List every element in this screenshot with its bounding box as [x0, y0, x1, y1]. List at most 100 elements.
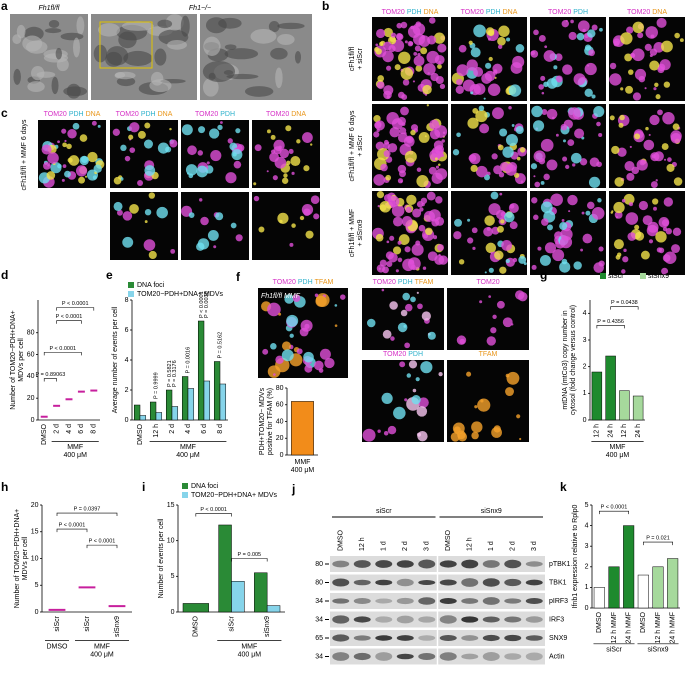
organelle	[386, 240, 390, 244]
organelle	[181, 124, 193, 136]
organelle	[622, 256, 629, 263]
organelle	[648, 239, 654, 244]
y-tick-label: 3	[583, 337, 587, 344]
organelle	[426, 104, 429, 107]
em-structure	[106, 46, 129, 66]
panel-header: TOM20 PDH DNA	[44, 111, 101, 118]
organelle	[397, 178, 404, 184]
organelle	[649, 114, 660, 126]
organelle	[170, 248, 176, 254]
organelle	[310, 195, 320, 205]
organelle	[561, 219, 565, 222]
organelle	[334, 324, 338, 327]
organelle	[416, 291, 419, 294]
organelle	[207, 229, 219, 241]
panel-header: TOM20 PDH TFAM	[273, 279, 334, 286]
organelle	[78, 176, 85, 184]
protein-label: Actin	[549, 653, 565, 660]
blot-band	[353, 635, 371, 641]
group-label: siSnx9	[647, 647, 668, 654]
bar	[218, 524, 232, 613]
organelle	[303, 165, 310, 172]
organelle	[303, 351, 314, 363]
blot-band	[332, 652, 350, 661]
organelle	[377, 429, 381, 433]
organelle	[390, 32, 397, 38]
header-word: TOM20	[195, 111, 218, 118]
legend-label: TOM20−PDH+DNA+ MDVs	[191, 492, 278, 499]
organelle	[379, 259, 387, 267]
organelle	[394, 64, 401, 71]
blot-band	[482, 578, 500, 587]
x-tick-label: 6 d	[201, 424, 208, 434]
organelle	[281, 349, 294, 362]
organelle	[426, 191, 436, 201]
organelle	[220, 121, 223, 124]
organelle	[532, 120, 545, 132]
organelle	[491, 427, 502, 438]
organelle	[593, 106, 605, 118]
em-structure	[277, 33, 295, 46]
x-tick-label: 12 h MMF	[611, 612, 618, 644]
organelle	[273, 139, 285, 152]
y-tick-label: 10	[31, 555, 39, 562]
organelle	[267, 365, 281, 378]
y-tick-label: 20	[31, 502, 39, 509]
panel-header: TOM20	[476, 279, 499, 286]
lane-label: 1 d	[381, 541, 388, 551]
organelle	[588, 49, 595, 57]
organelle	[277, 212, 289, 224]
panel-header: TOM20 PDH DNA	[116, 111, 173, 118]
organelle	[458, 44, 467, 53]
organelle	[415, 65, 423, 72]
organelle	[129, 147, 136, 153]
protein-label: pTBK1	[549, 561, 571, 568]
x-tick-label: siScr	[228, 615, 235, 631]
organelle	[315, 295, 327, 307]
organelle	[435, 150, 440, 154]
organelle	[584, 62, 597, 76]
organelle	[305, 230, 314, 239]
organelle	[188, 212, 195, 218]
organelle	[253, 182, 257, 186]
organelle	[381, 392, 393, 405]
organelle	[404, 398, 408, 402]
em-structure	[121, 21, 154, 31]
legend-label: siSnx9	[648, 273, 669, 280]
bar	[591, 371, 603, 421]
organelle	[473, 66, 484, 77]
legend-swatch	[182, 483, 188, 489]
organelle	[412, 208, 422, 218]
organelle	[472, 246, 476, 250]
em-structure	[250, 28, 277, 44]
panel-letter: g	[540, 268, 547, 282]
organelle	[57, 140, 60, 144]
em-structure	[224, 48, 259, 60]
y-tick-label: 80	[276, 385, 284, 392]
organelle	[591, 207, 605, 220]
em-structure	[66, 83, 81, 99]
y-tick-label: 40	[27, 373, 35, 380]
organelle	[573, 73, 586, 86]
lane-label: DMSO	[445, 529, 452, 551]
organelle	[502, 146, 514, 158]
y-tick-label: 80	[27, 330, 35, 337]
organelle	[288, 148, 294, 155]
header-word: TOM20	[273, 279, 296, 286]
organelle	[671, 244, 680, 254]
header-word: DNA	[86, 111, 101, 118]
group-label: siScr	[606, 647, 622, 654]
organelle	[274, 156, 287, 169]
organelle	[405, 206, 412, 213]
panel-header: TOM20 DNA	[627, 9, 667, 16]
organelle	[493, 69, 498, 73]
y-tick-label: 20	[276, 435, 284, 442]
condition-label: Fh1fl/fl MMF	[261, 293, 301, 300]
organelle	[576, 32, 585, 41]
organelle	[488, 56, 493, 62]
organelle	[392, 216, 403, 227]
significance-bracket	[596, 325, 625, 329]
organelle	[617, 147, 627, 157]
organelle	[420, 361, 433, 374]
header-word: TOM20	[548, 9, 571, 16]
